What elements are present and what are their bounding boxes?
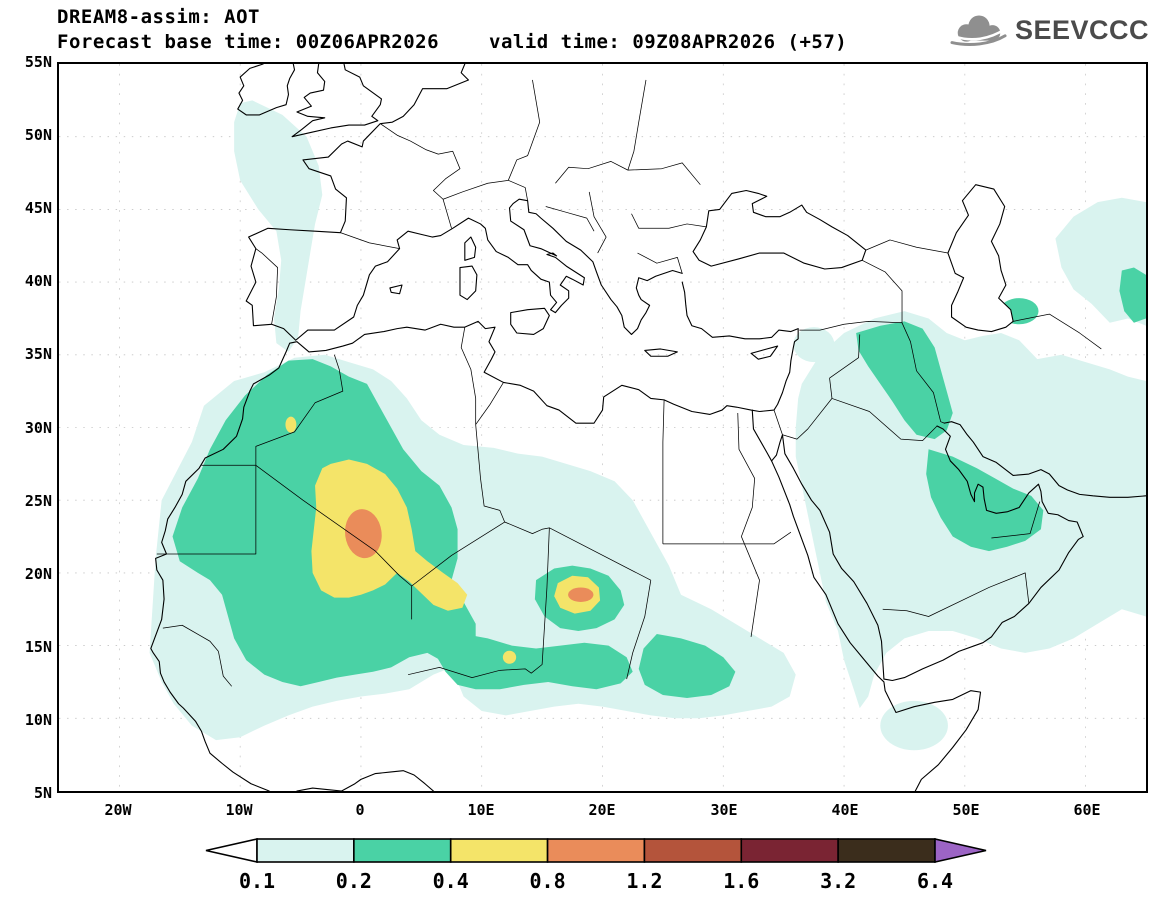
colorbar-segment xyxy=(256,838,355,863)
colorbar-tick-label: 0.1 xyxy=(239,869,275,893)
coastline-sicily xyxy=(511,308,550,334)
coastline-ireland xyxy=(238,64,295,115)
aot-04-morocco-speck xyxy=(285,416,297,433)
border-path-europe xyxy=(256,80,707,324)
lat-tick-label: 15N xyxy=(24,638,52,656)
lon-tick-label: 20W xyxy=(104,801,132,819)
colorbar-tick-label: 0.4 xyxy=(433,869,469,893)
lon-tick-label: 30E xyxy=(710,801,738,819)
lat-tick-label: 5N xyxy=(33,784,52,802)
aot-02-sudan-blob xyxy=(638,633,736,698)
colorbar-tick-label: 0.8 xyxy=(530,869,566,893)
lat-tick-label: 40N xyxy=(24,272,52,290)
colorbar-tick-label: 1.6 xyxy=(723,869,759,893)
colorbar-canvas: 0.1 0.2 0.4 0.8 1.2 1.6 3.2 6.4 xyxy=(205,837,987,893)
colorbar-segment xyxy=(643,838,743,863)
country-borders xyxy=(157,80,1101,686)
lat-tick-label: 30N xyxy=(24,419,52,437)
coastline-majorca xyxy=(390,285,402,294)
aot-01-syria-spot xyxy=(793,327,835,363)
aot-01-atlantic-iberia xyxy=(234,100,323,352)
lat-tick-label: 55N xyxy=(24,53,52,71)
aot-02-iraq-blob xyxy=(856,321,953,440)
colorbar-segment xyxy=(449,838,549,863)
coastline-caspian-sea xyxy=(948,185,1013,332)
colorbar-tick-label: 1.2 xyxy=(626,869,662,893)
colorbar-tick-label: 6.4 xyxy=(917,869,953,893)
forecast-base-time: Forecast base time: 00Z06APR2026 xyxy=(57,31,440,53)
aot-04-chad-speck xyxy=(502,650,517,664)
coastline-europe xyxy=(246,64,682,340)
aot-colorbar: 0.1 0.2 0.4 0.8 1.2 1.6 3.2 6.4 xyxy=(200,836,990,894)
lon-tick-label: 0 xyxy=(355,801,365,819)
aot-02-sahel-band xyxy=(437,633,633,690)
coastlines xyxy=(151,64,1146,791)
colorbar-underflow-arrow xyxy=(205,837,258,864)
border-path-africa xyxy=(157,327,791,686)
coastline-cyprus xyxy=(751,346,778,359)
lon-tick-label: 50E xyxy=(952,801,980,819)
lon-tick-label: 20E xyxy=(588,801,616,819)
aot-01-horn-of-africa-spot xyxy=(880,700,948,751)
lat-tick-label: 45N xyxy=(24,199,52,217)
aot-08-chad-max xyxy=(568,587,594,602)
seevccc-logo: SEEVCCC xyxy=(950,12,1149,48)
lat-tick-label: 50N xyxy=(24,126,52,144)
aot-08-mali-max xyxy=(344,509,382,559)
seevccc-wordmark: SEEVCCC xyxy=(1014,14,1149,45)
coastline-red-sea-africa xyxy=(752,410,980,791)
coastline-england xyxy=(292,64,381,137)
coastline-iran xyxy=(944,422,1146,498)
colorbar-segment xyxy=(353,838,452,863)
lat-tick-label: 10N xyxy=(24,711,52,729)
valid-time: valid time: 09Z08APR2026 (+57) xyxy=(489,31,848,53)
page-title: DREAM8-assim: AOT xyxy=(57,6,260,28)
coastline-black-sea xyxy=(693,190,866,269)
coastline-sardinia xyxy=(460,266,477,299)
border-path-middle-east xyxy=(774,240,1101,617)
coastline-corsica xyxy=(465,237,476,260)
lon-tick-label: 10E xyxy=(467,801,495,819)
lat-tick-label: 20N xyxy=(24,565,52,583)
aot-02-east-edge-blob xyxy=(1119,267,1146,323)
colorbar-tick-label: 0.2 xyxy=(336,869,372,893)
lon-tick-label: 60E xyxy=(1073,801,1101,819)
lon-tick-label: 40E xyxy=(831,801,859,819)
coastline-arabia xyxy=(772,426,1084,680)
lat-tick-label: 35N xyxy=(24,345,52,363)
cloud-icon xyxy=(950,15,1007,46)
coastline-crete xyxy=(645,349,678,356)
lat-tick-label: 25N xyxy=(24,492,52,510)
colorbar-segment xyxy=(740,838,839,863)
colorbar-segment xyxy=(546,838,646,863)
time-subtitle: Forecast base time: 00Z06APR2026 valid ti… xyxy=(57,31,847,53)
lon-tick-label: 10W xyxy=(225,801,253,819)
colorbar-segment xyxy=(837,838,936,863)
colorbar-tick-label: 3.2 xyxy=(820,869,856,893)
coastline-turkey-north-africa xyxy=(151,282,798,791)
contour-fills xyxy=(149,100,1146,751)
colorbar-overflow-arrow xyxy=(934,837,987,864)
forecast-map xyxy=(57,62,1148,793)
map-canvas xyxy=(59,64,1146,791)
coastline-gulf-of-guinea xyxy=(297,771,433,791)
